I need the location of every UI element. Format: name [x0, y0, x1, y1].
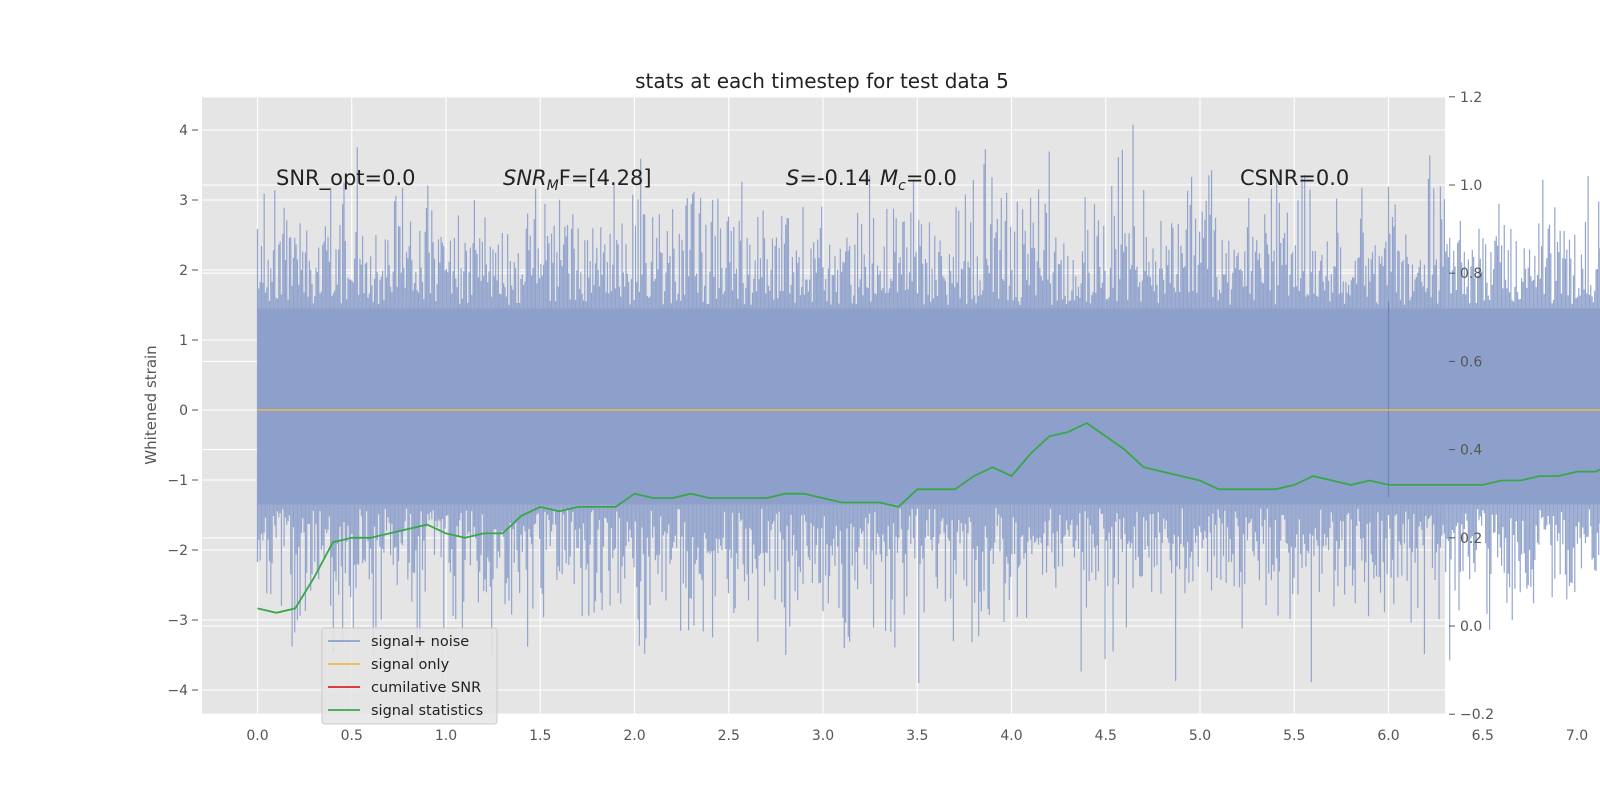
legend-label-signal-only: signal only	[371, 657, 450, 673]
x-tick-label: 2.0	[623, 728, 645, 744]
x-tick-label: 4.5	[1095, 728, 1117, 744]
x-tick-label: 5.0	[1189, 728, 1211, 744]
legend-label-signal-noise: signal+ noise	[371, 634, 469, 650]
annotation-s: S=-0.14	[786, 166, 871, 190]
x-tick-label: 3.5	[906, 728, 928, 744]
y-tick-label: 2	[179, 263, 188, 279]
x-tick-label: 0.5	[341, 728, 363, 744]
y2-tick-label: 1.2	[1460, 90, 1482, 106]
x-tick-label: 6.0	[1377, 728, 1399, 744]
y-axis-label: Whitened strain	[142, 345, 160, 464]
y2-tick-label: 0.4	[1460, 443, 1482, 459]
x-tick-label: 6.5	[1472, 728, 1494, 744]
y-tick-label: −3	[167, 613, 188, 629]
y2-tick-label: 0.2	[1460, 531, 1482, 547]
axis-ticks: 0.0 0.5 1.0 1.5 2.0 2.5 3.0 3.5 4.0 4.5 5.0 5.5 6.0 6…	[167, 90, 1588, 744]
x-tick-label: 4.0	[1000, 728, 1022, 744]
annotation-snr-opt: SNR_opt=0.0	[276, 166, 416, 191]
y2-tick-label: −0.2	[1460, 707, 1494, 723]
annotation-snr-mf: SNRMF=[4.28]	[503, 166, 652, 194]
y2-tick-label: 0.0	[1460, 619, 1482, 635]
legend-label-cumilative-snr: cumilative SNR	[371, 680, 481, 696]
x-tick-label: 1.0	[435, 728, 457, 744]
signal-noise-core	[257, 308, 1600, 505]
y2-tick-label: 0.6	[1460, 354, 1482, 370]
y-tick-label: 4	[179, 123, 188, 139]
legend-label-signal-statistics: signal statistics	[371, 703, 483, 719]
y-tick-label: 3	[179, 193, 188, 209]
x-tick-label: 0.0	[246, 728, 268, 744]
x-tick-label: 1.5	[529, 728, 551, 744]
y-tick-label: −4	[167, 683, 188, 699]
x-tick-label: 5.5	[1283, 728, 1305, 744]
annotation-mc: Mc=0.0	[880, 166, 957, 194]
annotation-csnr: CSNR=0.0	[1240, 166, 1349, 190]
y2-tick-label: 1.0	[1460, 178, 1482, 194]
legend: signal+ noise signal only cumilative SNR…	[321, 627, 498, 725]
signal-statistics-series	[257, 422, 1600, 614]
x-tick-label: 2.5	[718, 728, 740, 744]
y-tick-label: −1	[167, 473, 188, 489]
y2-tick-label: 0.8	[1460, 266, 1482, 282]
y-tick-label: −2	[167, 543, 188, 559]
x-tick-label: 7.0	[1566, 728, 1588, 744]
legend-box	[321, 627, 498, 725]
chart-title: stats at each timestep for test data 5	[635, 69, 1009, 93]
y-tick-label: 0	[179, 403, 188, 419]
x-tick-label: 3.0	[812, 728, 834, 744]
y-tick-label: 1	[179, 333, 188, 349]
signal-noise-series	[256, 124, 1600, 683]
